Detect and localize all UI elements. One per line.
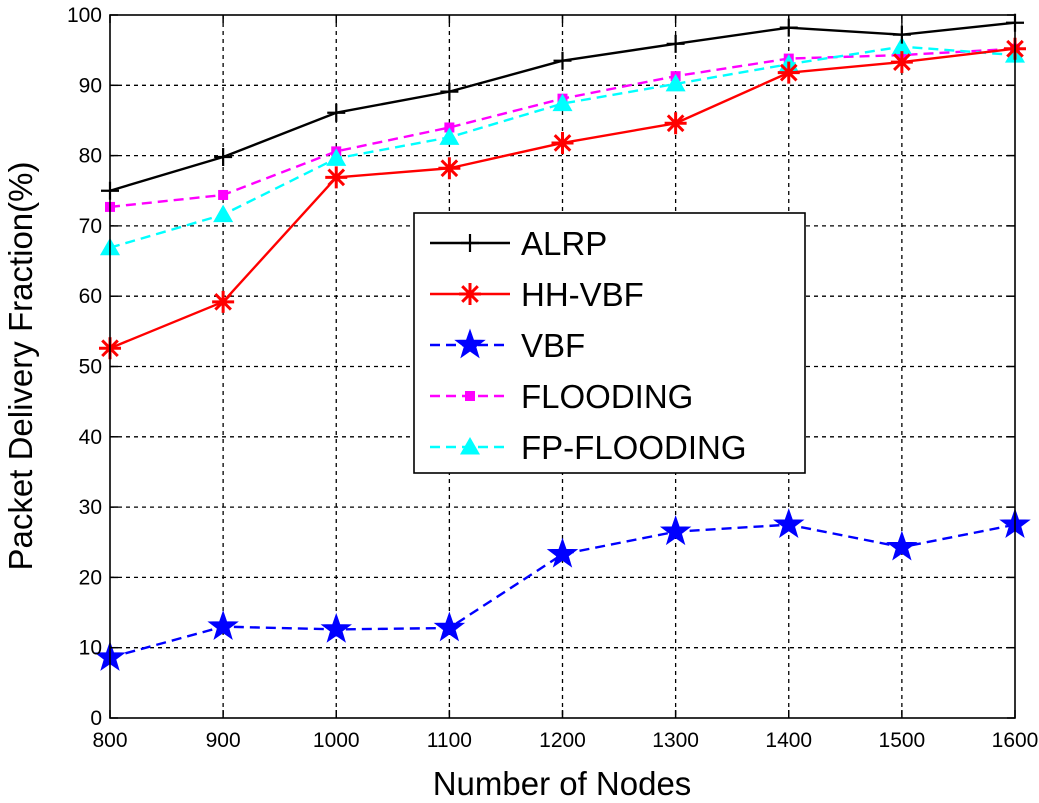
series-alrp (101, 13, 1024, 200)
data-point-alrp (666, 34, 685, 53)
y-tick-label: 100 (67, 4, 102, 27)
y-tick-label: 60 (79, 285, 102, 308)
data-point-fp-flooding (439, 127, 460, 145)
legend: ALRP HH-VBF VBF FLOODING FP-FLOODING (413, 212, 806, 474)
data-point-hh-vbf (777, 61, 800, 84)
y-axis-label: Packet Delivery Fraction(%) (2, 162, 39, 571)
data-point-hh-vbf (325, 166, 348, 189)
x-tick-label: 1200 (539, 729, 586, 752)
data-point-alrp (892, 25, 911, 44)
x-tick-label: 1100 (427, 729, 472, 752)
data-point-fp-flooding (213, 204, 234, 223)
legend-item-vbf: VBF (430, 327, 585, 364)
y-tick-label: 30 (79, 496, 102, 519)
x-tick-label: 1300 (652, 729, 699, 752)
data-point-vbf (433, 611, 466, 642)
data-point-vbf (320, 612, 352, 643)
legend-item-flooding: FLOODING (430, 378, 693, 415)
legend-item-fp-flooding: FP-FLOODING (430, 429, 747, 466)
x-tick-label: 800 (92, 729, 127, 752)
grid (110, 15, 1015, 718)
data-point-fp-flooding (665, 73, 686, 92)
legend-marker-flooding (465, 391, 475, 401)
y-tick-label: 0 (90, 707, 102, 730)
x-tick-label: 1000 (313, 729, 360, 752)
legend-label-alrp: ALRP (521, 225, 607, 262)
legend-label-vbf: VBF (521, 327, 585, 364)
y-tick-label: 80 (79, 145, 102, 168)
y-tick-label: 90 (79, 74, 102, 97)
x-tick-label: 900 (206, 729, 241, 752)
legend-label-hh-vbf: HH-VBF (521, 276, 644, 313)
data-point-fp-flooding (552, 93, 573, 112)
legend-label-flooding: FLOODING (521, 378, 693, 415)
data-point-alrp (327, 103, 346, 122)
x-tick-label: 1400 (765, 729, 812, 752)
legend-marker-fp-flooding (460, 437, 480, 455)
legend-item-alrp: ALRP (430, 225, 607, 262)
series-line-vbf (109, 523, 1016, 659)
data-point-fp-flooding (326, 148, 347, 166)
data-point-fp-flooding (891, 36, 912, 55)
legend-label-fp-flooding: FP-FLOODING (521, 429, 747, 466)
data-point-hh-vbf (664, 112, 687, 135)
y-tick-label: 40 (79, 426, 102, 449)
data-point-vbf (546, 537, 579, 568)
data-point-alrp (440, 82, 459, 101)
data-point-vbf (659, 515, 692, 546)
y-tick-label: 20 (79, 566, 102, 589)
data-point-hh-vbf (212, 290, 235, 313)
series-vbf (94, 508, 1031, 671)
data-point-vbf (207, 610, 239, 640)
x-tick-label: 1600 (992, 729, 1039, 752)
y-tick-label: 50 (79, 356, 102, 379)
data-point-hh-vbf (551, 131, 574, 154)
tick-labels: 800 900 1000 1100 1200 1300 1400 1500 1600 0 10 20 3… (67, 4, 1038, 752)
data-point-flooding (218, 189, 229, 200)
data-point-vbf (773, 508, 805, 539)
x-tick-label: 1500 (879, 729, 926, 752)
y-tick-label: 10 (79, 637, 102, 660)
data-point-vbf (886, 530, 918, 561)
legend-marker-hh-vbf (459, 283, 481, 305)
data-point-alrp (553, 51, 572, 70)
data-point-alrp (214, 148, 233, 167)
legend-item-hh-vbf: HH-VBF (430, 276, 644, 313)
y-tick-label: 70 (79, 215, 102, 238)
data-point-hh-vbf (890, 51, 913, 74)
legend-marker-alrp (461, 234, 479, 252)
legend-marker-vbf (454, 328, 486, 359)
x-axis-label: Number of Nodes (433, 765, 692, 802)
legend-items: ALRP HH-VBF VBF FLOODING FP-FLOODING (430, 225, 747, 466)
data-point-hh-vbf (438, 157, 461, 180)
